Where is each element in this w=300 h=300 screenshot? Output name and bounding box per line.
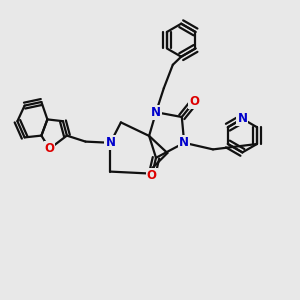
Text: N: N: [105, 136, 116, 149]
Text: O: O: [44, 142, 55, 155]
Text: O: O: [147, 169, 157, 182]
Text: N: N: [179, 136, 189, 149]
Text: O: O: [189, 95, 200, 108]
Text: N: N: [237, 112, 248, 125]
Text: N: N: [151, 106, 161, 119]
